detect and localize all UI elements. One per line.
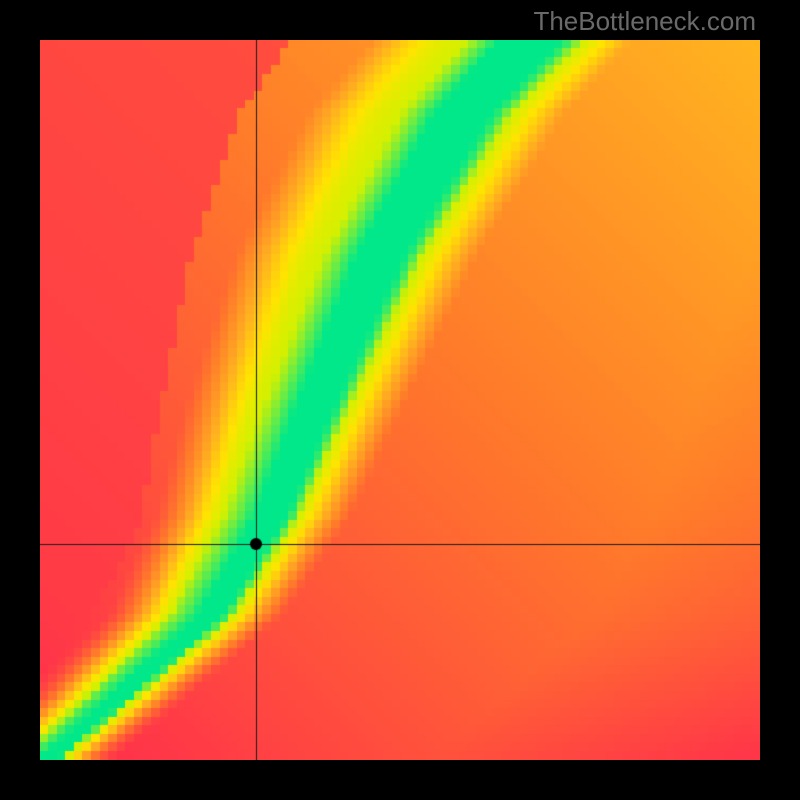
watermark-text: TheBottleneck.com (533, 6, 756, 37)
chart-container: TheBottleneck.com (0, 0, 800, 800)
bottleneck-heatmap (40, 40, 760, 760)
